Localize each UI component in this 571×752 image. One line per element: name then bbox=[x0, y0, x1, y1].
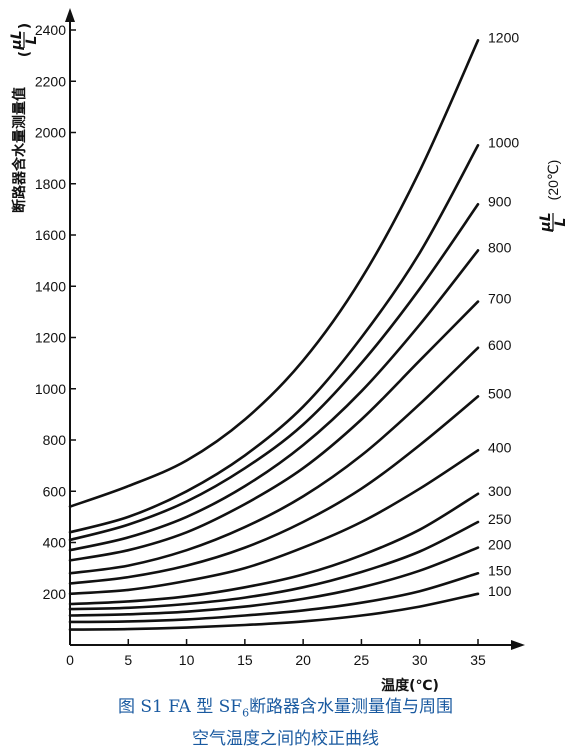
curve-150 bbox=[68, 572, 480, 624]
series-unit-denominator: L bbox=[553, 218, 569, 227]
x-tick-label: 20 bbox=[295, 652, 311, 668]
curve-label-200: 200 bbox=[488, 537, 512, 553]
y-tick-label: 2400 bbox=[35, 22, 66, 38]
y-tick-label: 1200 bbox=[35, 330, 66, 346]
curve-300 bbox=[68, 492, 480, 606]
curve-label-300: 300 bbox=[488, 483, 512, 499]
curve-500 bbox=[68, 395, 480, 585]
series-unit-numerator: μL bbox=[538, 212, 554, 232]
y-tick-label: 600 bbox=[43, 483, 67, 499]
curve-800 bbox=[68, 249, 480, 552]
y-tick-label: 2200 bbox=[35, 73, 66, 89]
curve-200 bbox=[68, 546, 480, 617]
y-tick-label: 1000 bbox=[35, 381, 66, 397]
y-unit-denominator: L bbox=[24, 36, 40, 45]
calibration-chart: 0 5 10 15 20 25 30 35 200 400 600 800 1000 1200 1400 1… bbox=[9, 8, 569, 694]
curve-label-1200: 1200 bbox=[488, 29, 519, 45]
svg-text:(: ( bbox=[17, 51, 33, 57]
y-axis-arrow bbox=[65, 8, 75, 22]
curve-label-900: 900 bbox=[488, 193, 512, 209]
caption-line-1: 图 S1 FA 型 SF6断路器含水量测量值与周围 bbox=[117, 697, 454, 720]
x-axis-arrow bbox=[511, 640, 525, 650]
curve-label-400: 400 bbox=[488, 439, 512, 455]
y-tick-label: 200 bbox=[43, 586, 67, 602]
x-tick-label: 10 bbox=[179, 652, 195, 668]
y-tick-label: 800 bbox=[43, 432, 67, 448]
figure-caption: 图 S1 FA 型 SF6断路器含水量测量值与周围 空气温度之间的校正曲线 bbox=[0, 694, 571, 752]
curve-label-700: 700 bbox=[488, 291, 512, 307]
x-tick-label: 5 bbox=[124, 652, 132, 668]
y-tick-label: 400 bbox=[43, 535, 67, 551]
curve-400 bbox=[68, 449, 480, 596]
x-tick-label: 0 bbox=[66, 652, 74, 668]
caption-line-2: 空气温度之间的校正曲线 bbox=[192, 729, 379, 750]
x-tick-label: 30 bbox=[412, 652, 428, 668]
y-tick-label: 1800 bbox=[35, 176, 66, 192]
curve-label-1000: 1000 bbox=[488, 134, 519, 150]
curve-900 bbox=[68, 203, 480, 542]
curve-100 bbox=[68, 592, 480, 631]
curve-label-800: 800 bbox=[488, 239, 512, 255]
curve-1000 bbox=[68, 144, 480, 534]
axes bbox=[65, 8, 525, 650]
y-axis-title: 断路器含水量测量值 bbox=[11, 87, 28, 213]
y-tick-label: 2000 bbox=[35, 125, 66, 141]
y-axis-unit: ( μL L ) bbox=[9, 23, 40, 57]
x-ticks: 0 5 10 15 20 25 30 35 bbox=[66, 639, 486, 668]
curve-700 bbox=[68, 300, 480, 562]
y-tick-label: 1400 bbox=[35, 278, 66, 294]
x-axis-title: 温度(℃) bbox=[381, 677, 439, 694]
svg-text:): ) bbox=[17, 23, 33, 29]
x-tick-label: 15 bbox=[237, 652, 253, 668]
curve-250 bbox=[68, 520, 480, 611]
series-unit-suffix: (20℃) bbox=[545, 160, 561, 201]
y-axis-label: 断路器含水量测量值 bbox=[11, 87, 28, 213]
curves bbox=[68, 39, 480, 631]
curve-label-500: 500 bbox=[488, 385, 512, 401]
curve-label-150: 150 bbox=[488, 562, 512, 578]
curve-1200 bbox=[68, 39, 480, 508]
x-tick-label: 35 bbox=[470, 652, 486, 668]
x-tick-label: 25 bbox=[354, 652, 370, 668]
curve-labels: 1200 1000 900 800 700 600 500 400 300 250 200 150 10… bbox=[488, 29, 519, 599]
y-ticks: 200 400 600 800 1000 1200 1400 1600 1800 2000 2200… bbox=[35, 22, 76, 602]
y-tick-label: 1600 bbox=[35, 227, 66, 243]
curve-label-600: 600 bbox=[488, 337, 512, 353]
y-unit-numerator: μL bbox=[9, 30, 25, 50]
curve-label-100: 100 bbox=[488, 583, 512, 599]
curve-600 bbox=[68, 346, 480, 575]
curve-label-250: 250 bbox=[488, 511, 512, 527]
series-unit-label: μL L (20℃) bbox=[538, 160, 569, 233]
